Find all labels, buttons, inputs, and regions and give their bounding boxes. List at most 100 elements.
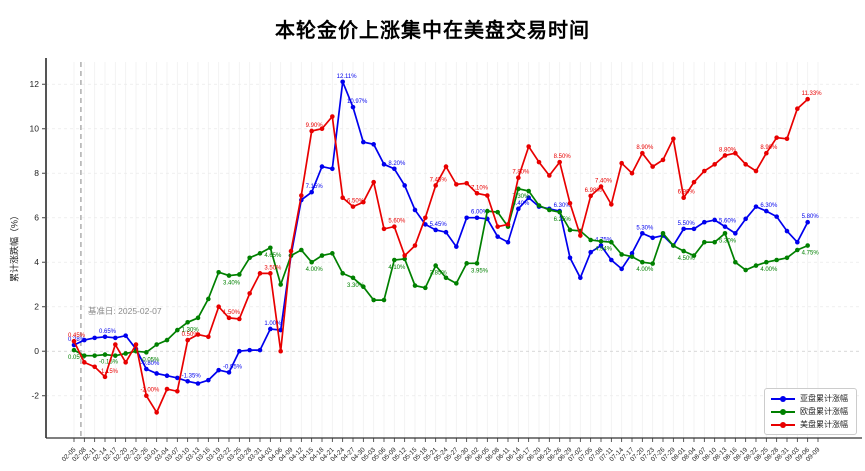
data-point — [567, 255, 573, 261]
data-point — [185, 337, 190, 343]
data-point — [195, 332, 201, 337]
data-point — [392, 166, 397, 172]
data-point — [340, 271, 345, 276]
data-point — [154, 410, 159, 415]
data-point — [753, 204, 759, 209]
data-point — [268, 245, 273, 251]
data-point — [268, 271, 273, 276]
data-point — [216, 304, 221, 310]
data-point — [681, 195, 686, 201]
data-point — [226, 273, 232, 278]
data-point — [805, 96, 810, 102]
data-point — [764, 259, 769, 265]
data-point — [505, 239, 511, 245]
svg-text:2: 2 — [34, 302, 39, 312]
data-point — [330, 114, 335, 119]
data-point-label: 7.30% — [512, 194, 530, 200]
data-point — [598, 184, 604, 189]
data-point — [195, 381, 201, 386]
data-point — [113, 342, 118, 347]
data-point — [795, 239, 800, 245]
data-point — [691, 179, 697, 185]
data-point — [92, 353, 97, 358]
data-point — [144, 393, 149, 399]
data-point — [640, 150, 645, 156]
data-point — [402, 253, 407, 258]
data-point-label: -1.15% — [99, 369, 119, 375]
data-point-label: 6.30% — [554, 203, 572, 209]
data-point — [774, 135, 779, 140]
data-point — [268, 326, 273, 332]
data-point — [598, 239, 604, 244]
data-point — [495, 209, 500, 215]
data-point — [536, 159, 542, 165]
data-point — [92, 335, 97, 341]
data-point-label: -0.05% — [140, 357, 160, 363]
data-point-label: 8.20% — [388, 161, 406, 167]
data-point — [164, 373, 170, 379]
data-point — [702, 219, 707, 225]
data-point — [743, 162, 748, 167]
data-point — [722, 153, 728, 158]
svg-text:0: 0 — [34, 346, 39, 356]
svg-text:8: 8 — [34, 168, 39, 178]
data-point — [319, 126, 325, 132]
svg-text:6: 6 — [34, 213, 39, 223]
data-point-label: 7.45% — [430, 177, 448, 183]
data-point-label: 4.00% — [636, 267, 654, 273]
data-point — [237, 348, 242, 354]
data-point — [247, 255, 252, 261]
data-point — [650, 164, 655, 169]
data-point-label: 6.40% — [512, 201, 530, 207]
legend-label: 欧盘累计涨幅 — [800, 406, 848, 416]
legend-item: 美盘累计涨幅 — [771, 418, 848, 431]
data-point — [433, 183, 438, 188]
data-point — [226, 315, 232, 321]
series-亚盘累计涨幅: 0.28% 0.65% -0.80% -1.35% -0.95% 1.00% 7.15% 12… — [68, 74, 819, 386]
x-gridlines — [73, 62, 819, 438]
data-point — [588, 193, 593, 199]
data-point-label: -2.00% — [140, 388, 160, 394]
data-point — [681, 226, 686, 232]
data-point — [206, 334, 211, 340]
svg-text:-2: -2 — [31, 391, 39, 401]
data-point — [640, 259, 645, 265]
data-point — [154, 342, 159, 347]
legend-item: 亚盘累计涨幅 — [771, 392, 848, 405]
legend-item: 欧盘累计涨幅 — [771, 405, 848, 418]
data-point — [392, 257, 397, 263]
data-point — [609, 257, 614, 263]
data-point — [206, 296, 211, 302]
data-point — [598, 243, 604, 248]
data-point-label: 6.98% — [585, 188, 603, 194]
data-point — [175, 327, 180, 333]
data-point — [722, 224, 728, 229]
data-point — [443, 164, 449, 169]
data-point — [309, 128, 314, 134]
data-point-label: 6.50% — [347, 199, 365, 205]
legend: 亚盘累计涨幅 欧盘累计涨幅 美盘累计涨幅 — [764, 388, 857, 435]
data-point-label: -0.95% — [223, 364, 243, 370]
data-point — [423, 222, 428, 227]
data-point — [774, 214, 779, 219]
data-point — [237, 316, 242, 322]
legend-label: 美盘累计涨幅 — [800, 419, 848, 429]
data-point — [712, 239, 717, 245]
data-point — [474, 190, 480, 196]
data-point-label: 5.45% — [430, 222, 448, 228]
data-point-label: 0.28% — [68, 337, 86, 343]
data-point — [516, 186, 521, 192]
data-point — [144, 366, 149, 372]
data-point-label: -1.35% — [182, 373, 202, 379]
data-point — [350, 104, 356, 110]
svg-text:10: 10 — [30, 124, 40, 134]
data-point — [764, 150, 769, 156]
data-point — [257, 271, 263, 276]
data-point — [340, 195, 345, 201]
data-point — [92, 364, 97, 370]
data-point — [671, 243, 676, 248]
data-point — [495, 234, 500, 239]
data-point — [82, 360, 87, 365]
